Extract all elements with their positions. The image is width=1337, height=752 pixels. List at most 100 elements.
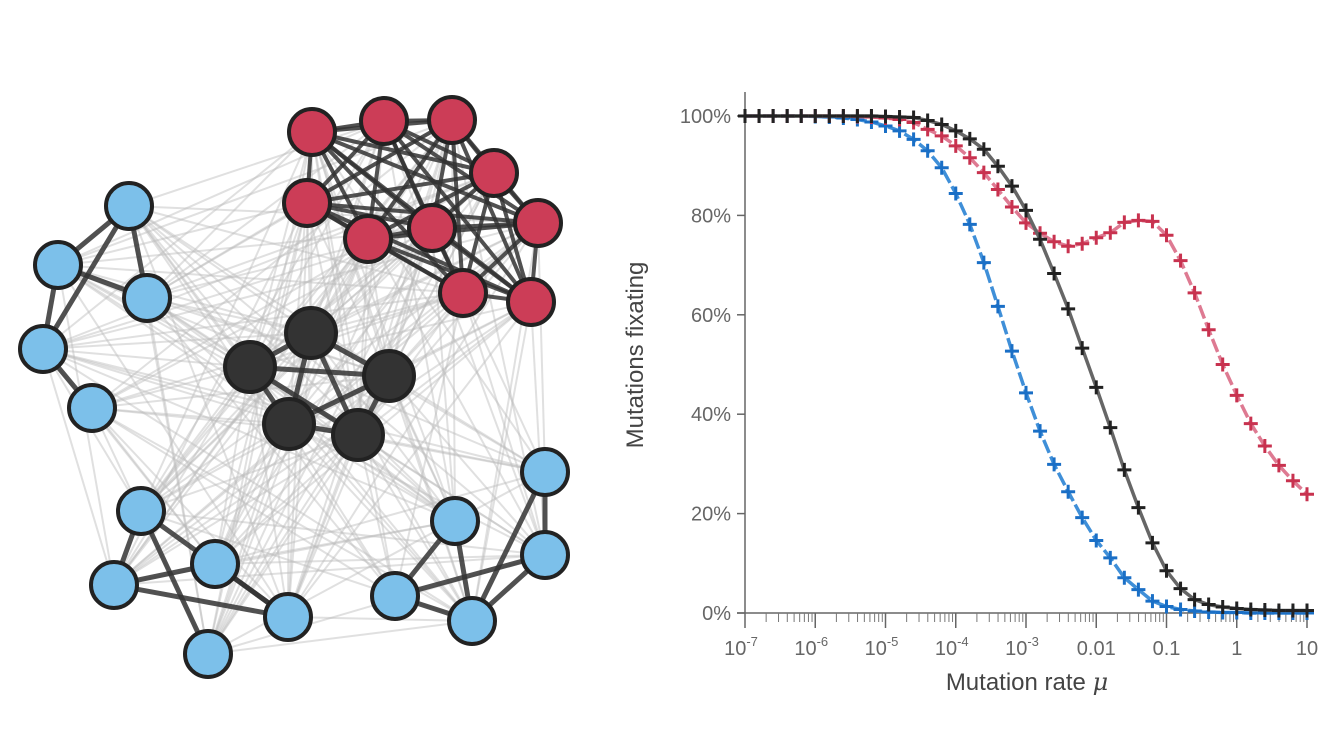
- inter-cluster-edge: [128, 205, 396, 597]
- data-point-marker: [864, 109, 879, 123]
- blue-node: [520, 530, 570, 580]
- intra-cluster-edge: [394, 552, 546, 599]
- blue-node: [190, 539, 240, 589]
- x-axis: 10-7 10-6 10-5 10-4 10-3 0.01 0.1 1 10: [724, 612, 1318, 660]
- inter-cluster-edge: [140, 434, 359, 512]
- inter-cluster-edge: [214, 554, 546, 565]
- x-tick-base: 10: [724, 638, 746, 660]
- data-point-marker: [822, 109, 837, 123]
- data-point-marker: [990, 299, 1005, 314]
- inter-cluster-edge: [388, 172, 495, 377]
- data-point-marker: [1201, 322, 1216, 337]
- inter-cluster-edge: [310, 222, 539, 334]
- inter-cluster-edge: [146, 131, 313, 299]
- data-point-marker: [752, 109, 767, 123]
- red-node: [343, 214, 393, 264]
- inter-cluster-edge: [128, 205, 546, 556]
- hub-node: [223, 340, 277, 394]
- data-point-marker: [878, 110, 893, 125]
- series-group: [738, 109, 1314, 620]
- blue-node: [67, 383, 117, 433]
- intra-cluster-edge: [469, 470, 548, 623]
- data-point-marker: [1089, 380, 1104, 395]
- data-point-marker: [1117, 462, 1132, 477]
- red-node: [287, 107, 337, 157]
- data-point-marker: [1075, 341, 1090, 356]
- x-tick-exponent: -6: [817, 634, 829, 649]
- inter-cluster-edge: [471, 301, 532, 622]
- inter-cluster-edge: [287, 434, 359, 618]
- data-point-marker: [1173, 602, 1188, 617]
- data-point-marker: [822, 109, 837, 123]
- series-0: [738, 109, 1314, 620]
- x-tick-exponent: -5: [887, 634, 899, 649]
- blue-node: [116, 486, 166, 536]
- data-point-marker: [1271, 458, 1286, 473]
- inter-cluster-edge: [249, 131, 313, 368]
- y-tick-label: 80%: [691, 205, 731, 227]
- inter-cluster-edge: [146, 297, 396, 597]
- blue-node: [520, 447, 570, 497]
- data-point-marker: [920, 113, 935, 128]
- inter-cluster-edge: [42, 348, 290, 425]
- data-point-marker: [920, 143, 935, 158]
- data-point-marker: [1145, 214, 1160, 229]
- data-point-marker: [1300, 487, 1314, 502]
- data-point-marker: [962, 150, 977, 165]
- x-axis-title-text: Mutation rate: [946, 669, 1093, 696]
- x-tick-label: 0.01: [1077, 638, 1116, 660]
- y-axis: 0% 20% 40% 60% 80% 100%: [680, 92, 746, 625]
- inter-cluster-edge: [207, 332, 312, 655]
- data-point-marker: [892, 112, 907, 127]
- x-tick-base: 10: [1005, 638, 1027, 660]
- inter-cluster-edge: [128, 205, 251, 368]
- inter-cluster-edge: [91, 366, 251, 409]
- y-tick-label: 40%: [691, 404, 731, 426]
- data-point-marker: [1243, 606, 1258, 620]
- data-point-marker: [850, 112, 865, 127]
- data-point-marker: [738, 109, 752, 123]
- x-tick-label: 10-5: [865, 634, 899, 660]
- data-point-marker: [878, 109, 893, 124]
- x-tick-base: 10: [794, 638, 816, 660]
- data-point-marker: [1117, 570, 1132, 585]
- inter-cluster-edge: [113, 554, 546, 586]
- data-point-marker: [948, 123, 963, 138]
- data-point-marker: [864, 114, 879, 129]
- y-tick-label: 60%: [691, 305, 731, 327]
- series-line: [745, 114, 1307, 615]
- data-point-marker: [934, 128, 949, 143]
- inter-cluster-edge: [207, 423, 290, 655]
- inter-cluster-edge: [140, 423, 290, 512]
- network-diagram: [18, 95, 570, 679]
- x-tick-base: 10: [865, 638, 887, 660]
- inter-cluster-edge: [42, 348, 456, 522]
- inter-cluster-edge: [310, 332, 473, 622]
- inter-cluster-edge: [537, 222, 546, 473]
- data-point-marker: [1215, 605, 1230, 620]
- data-point-marker: [1131, 213, 1146, 228]
- inter-cluster-edge: [146, 120, 385, 299]
- x-tick-base: 0.01: [1077, 638, 1116, 660]
- data-point-marker: [1019, 203, 1033, 218]
- x-tick-base: 10: [1296, 638, 1318, 660]
- intra-cluster-edge: [382, 119, 540, 225]
- data-point-marker: [906, 132, 921, 147]
- data-point-marker: [1159, 563, 1174, 578]
- inter-cluster-edge: [146, 202, 308, 299]
- inter-cluster-edge: [128, 205, 312, 334]
- data-point-marker: [934, 160, 949, 175]
- data-point-marker: [1243, 602, 1258, 617]
- hub-node: [284, 306, 338, 360]
- inter-cluster-edge: [214, 471, 546, 565]
- x-tick-label: 10-4: [935, 634, 969, 660]
- intra-cluster-edge: [113, 582, 289, 620]
- x-tick-label: 10: [1296, 638, 1318, 660]
- data-point-marker: [976, 142, 991, 157]
- data-point-marker: [1187, 285, 1202, 300]
- inter-cluster-edge: [91, 407, 216, 565]
- data-point-marker: [962, 217, 977, 232]
- inter-cluster-edge: [249, 120, 385, 368]
- inter-cluster-edge: [42, 131, 313, 350]
- series-2: [738, 109, 1314, 618]
